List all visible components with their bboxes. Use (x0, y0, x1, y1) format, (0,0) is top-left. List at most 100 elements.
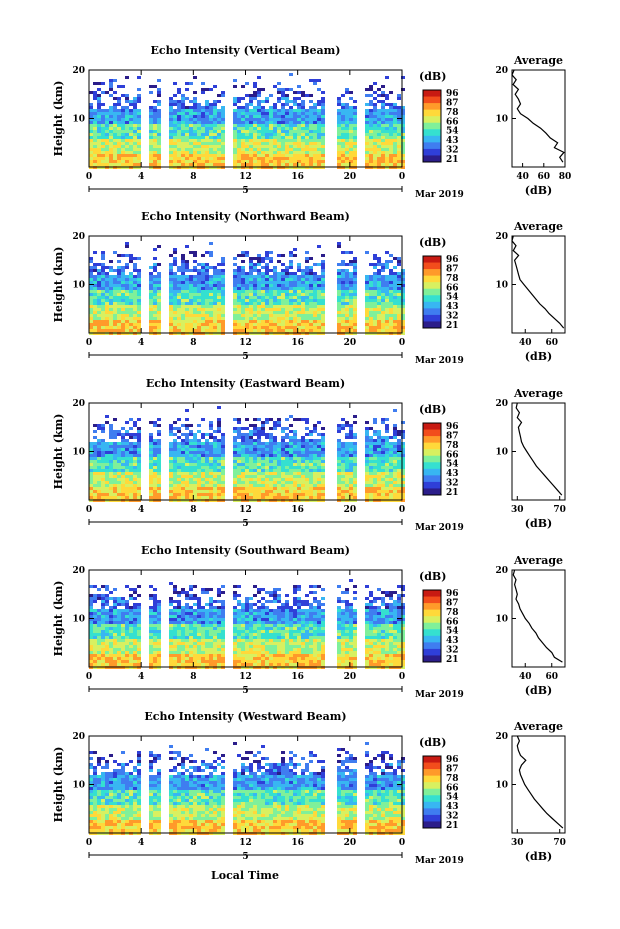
heatmap-cell (233, 97, 237, 100)
heatmap-cell (377, 118, 381, 121)
heatmap-cell (189, 469, 193, 472)
heatmap-cell (401, 484, 405, 487)
heatmap-cells (89, 242, 405, 335)
heatmap-cell (349, 442, 353, 445)
heatmap-cell (213, 460, 217, 463)
heatmap-cell (389, 293, 393, 296)
heatmap-cell (117, 448, 121, 451)
heatmap-cell (321, 436, 325, 439)
heatmap-cell (101, 275, 105, 278)
heatmap-cell (109, 493, 113, 496)
heatmap-cell (201, 490, 205, 493)
heatmap-cell (269, 487, 273, 490)
heatmap-cell (233, 493, 237, 496)
heatmap-cell (297, 109, 301, 112)
heatmap-cell (189, 311, 193, 314)
heatmap-cell (353, 314, 357, 317)
heatmap-cell (337, 457, 341, 460)
heatmap-cell (401, 151, 405, 154)
heatmap-cell (97, 466, 101, 469)
heatmap-cell (213, 154, 217, 157)
heatmap-cell (261, 457, 265, 460)
heatmap-cell (253, 457, 257, 460)
heatmap-cell (133, 457, 137, 460)
heatmap-cell (133, 281, 137, 284)
heatmap-cell (97, 296, 101, 299)
heatmap-cell (365, 463, 369, 466)
heatmap-cell (397, 302, 401, 305)
heatmap-cell (369, 88, 373, 91)
heatmap-cell (241, 299, 245, 302)
heatmap-cell (381, 320, 385, 323)
heatmap-cell (125, 293, 129, 296)
heatmap-cell (101, 163, 105, 166)
heatmap-cell (317, 293, 321, 296)
heatmap-cell (113, 314, 117, 317)
heatmap-cell (281, 163, 285, 166)
heatmap-cell (393, 127, 397, 130)
heatmap-cell (241, 451, 245, 454)
heatmap-cell (217, 308, 221, 311)
heatmap-cell (213, 287, 217, 290)
heatmap-cell (313, 139, 317, 142)
heatmap-cell (93, 281, 97, 284)
heatmap-cell (285, 136, 289, 139)
heatmap-cell (125, 439, 129, 442)
heatmap-cell (237, 323, 241, 326)
heatmap-cell (241, 121, 245, 124)
heatmap-cell (117, 103, 121, 106)
heatmap-cell (273, 427, 277, 430)
heatmap-cell (385, 302, 389, 305)
heatmap-cell (369, 148, 373, 151)
heatmap-cell (269, 275, 273, 278)
heatmap-cell (245, 472, 249, 475)
heatmap-cell (373, 103, 377, 106)
heatmap-cell (241, 106, 245, 109)
heatmap-cell (305, 323, 309, 326)
heatmap-cell (305, 163, 309, 166)
heatmap-cell (373, 433, 377, 436)
heatmap-cell (213, 85, 217, 88)
heatmap-cell (149, 91, 153, 94)
heatmap-cell (285, 145, 289, 148)
heatmap-cell (157, 142, 161, 145)
heatmap-cell (181, 281, 185, 284)
heatmap-cell (153, 320, 157, 323)
heatmap-cell (289, 323, 293, 326)
heatmap-cell (301, 154, 305, 157)
heatmap-cell (281, 281, 285, 284)
heatmap-cell (265, 481, 269, 484)
heatmap-cell (317, 245, 321, 248)
heatmap-cell (89, 299, 93, 302)
heatmap-cell (185, 418, 189, 421)
heatmap-cell (353, 454, 357, 457)
heatmap-cell (101, 124, 105, 127)
heatmap-cell (121, 118, 125, 121)
heatmap-cells (89, 73, 405, 169)
heatmap-cell (401, 272, 405, 275)
heatmap-cell (213, 457, 217, 460)
heatmap-cell (381, 293, 385, 296)
heatmap-cell (341, 305, 345, 308)
heatmap-cell (393, 481, 397, 484)
heatmap-cell (105, 323, 109, 326)
heatmap-cell (189, 457, 193, 460)
heatmap-cell (365, 115, 369, 118)
heatmap-cell (129, 302, 133, 305)
heatmap-cell (241, 439, 245, 442)
heatmap-cell (125, 133, 129, 136)
heatmap-cell (153, 248, 157, 251)
heatmap-cell (289, 133, 293, 136)
heatmap-cell (97, 157, 101, 160)
heatmap-cell (257, 290, 261, 293)
heatmap-cell (125, 121, 129, 124)
heatmap-cell (217, 472, 221, 475)
heatmap-cell (377, 493, 381, 496)
heatmap-cell (193, 269, 197, 272)
heatmap-cell (89, 493, 93, 496)
heatmap-cell (185, 469, 189, 472)
heatmap-cell (245, 272, 249, 275)
heatmap-cell (269, 281, 273, 284)
heatmap-cell (233, 160, 237, 163)
heatmap-cell (241, 163, 245, 166)
